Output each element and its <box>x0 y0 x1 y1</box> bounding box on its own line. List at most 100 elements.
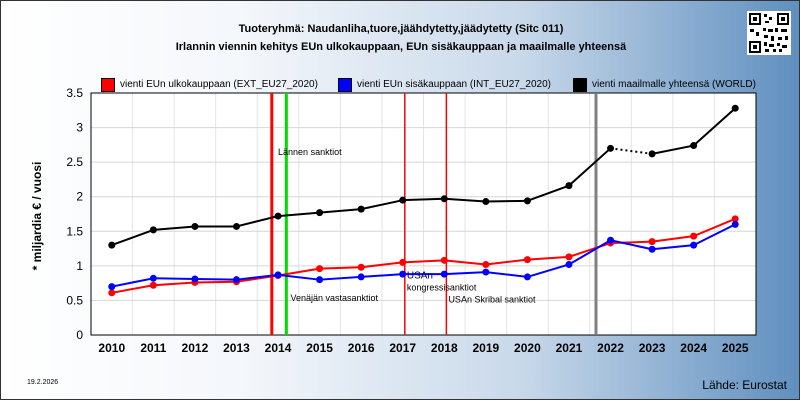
x-tick-label: 2022 <box>597 341 624 355</box>
series-line-segment <box>153 277 195 280</box>
y-tick-label: 3.5 <box>66 86 83 100</box>
series-line-segment <box>402 197 445 202</box>
series-line-segment <box>693 217 736 238</box>
series-line-segment <box>277 211 320 218</box>
x-tick-label: 2013 <box>223 341 250 355</box>
data-point <box>523 256 531 264</box>
series-line-segment <box>527 255 570 261</box>
series-line-segment <box>236 215 279 228</box>
x-tick-label: 2018 <box>431 341 458 355</box>
data-point <box>232 276 240 284</box>
legend-label: vienti maailmalle yhteensä (WORLD) <box>592 79 756 90</box>
x-tick-label: 2024 <box>680 341 707 355</box>
x-tick-label: 2019 <box>472 341 499 355</box>
data-point <box>357 205 365 213</box>
series-line-segment <box>651 235 694 243</box>
annotation-label: kongressisanktiot <box>407 283 477 293</box>
data-point <box>440 195 448 203</box>
series-line-segment <box>360 199 403 211</box>
data-point <box>690 232 698 240</box>
data-point <box>440 270 448 278</box>
y-tick-label: 2.5 <box>66 155 83 169</box>
legend-label: vienti EUn ulkokauppaan (EXT_EU27_2020) <box>120 79 318 90</box>
series-line-segment <box>236 273 279 281</box>
data-point <box>316 265 324 273</box>
x-tick-label: 2021 <box>556 341 583 355</box>
series-line-segment <box>194 277 237 281</box>
x-tick-label: 2020 <box>514 341 541 355</box>
x-tick-label: 2012 <box>182 341 209 355</box>
data-point <box>316 209 324 217</box>
data-point <box>607 236 615 244</box>
series-line-segment <box>111 228 154 247</box>
source-label: Lähde: Eurostat <box>702 378 787 392</box>
x-tick-label: 2025 <box>722 341 749 355</box>
data-point <box>108 241 116 249</box>
series-line-segment <box>527 184 570 202</box>
y-tick-label: 1.5 <box>66 224 83 238</box>
series-line-segment <box>693 223 736 247</box>
series-line-segment <box>361 261 403 269</box>
series-line-segment <box>485 271 528 278</box>
data-point <box>232 222 240 230</box>
data-point <box>482 260 490 268</box>
data-point <box>191 275 199 283</box>
y-tick-label: 0 <box>76 328 83 342</box>
series-line-segment <box>444 197 486 203</box>
series-line-segment <box>485 199 528 203</box>
data-point <box>316 276 324 284</box>
data-point <box>149 226 157 234</box>
series-line-segment <box>568 147 612 187</box>
series-line-segment <box>319 208 362 214</box>
data-point <box>648 150 656 158</box>
x-tick-label: 2017 <box>389 341 416 355</box>
data-point <box>191 222 199 230</box>
series-line-segment <box>111 284 154 294</box>
chart-title: Tuoteryhmä: Naudanliha,tuore,jäähdytetty… <box>238 23 564 35</box>
plot-border <box>90 92 757 336</box>
y-tick-label: 2 <box>76 190 83 204</box>
legend-swatch-red <box>101 78 115 92</box>
data-point <box>482 268 490 276</box>
data-point <box>731 215 739 223</box>
data-point <box>648 245 656 253</box>
data-point <box>565 260 573 268</box>
legend-label: vienti EUn sisäkauppaan (INT_EU27_2020) <box>357 79 551 90</box>
annotation-label: USAn Skribal sanktiot <box>448 295 536 305</box>
data-point <box>357 273 365 281</box>
data-point <box>482 198 490 206</box>
annotation-label: Lännen sanktiot <box>278 147 342 157</box>
x-tick-label: 2023 <box>639 341 666 355</box>
series-line-segment <box>610 240 653 245</box>
x-tick-label: 2016 <box>348 341 375 355</box>
data-point <box>440 256 448 264</box>
y-tick-label: 1 <box>76 259 83 273</box>
data-point <box>690 241 698 249</box>
annotation-label: USAn <box>407 270 433 281</box>
data-point <box>607 144 615 152</box>
data-point <box>399 258 407 266</box>
legend-swatch-blue <box>338 78 352 92</box>
series-line-segment <box>319 266 362 270</box>
series-line-segment <box>277 267 320 277</box>
data-point <box>399 270 407 278</box>
x-tick-label: 2011 <box>140 341 166 355</box>
y-tick-label: 3 <box>76 121 83 135</box>
data-point <box>690 142 698 150</box>
series-line-segment <box>610 239 653 251</box>
data-point <box>565 182 573 190</box>
series-line-segment <box>568 239 612 266</box>
series-line-segment <box>651 144 694 155</box>
data-point <box>108 289 116 297</box>
data-point <box>149 274 157 282</box>
series-line-segment <box>194 280 237 284</box>
series-line-segment <box>277 273 320 281</box>
data-point <box>149 281 157 289</box>
x-tick-label: 2014 <box>265 341 292 355</box>
series-line-segment <box>111 277 154 288</box>
data-point <box>357 263 365 271</box>
data-point <box>108 283 116 291</box>
series-line-segment <box>651 244 694 251</box>
